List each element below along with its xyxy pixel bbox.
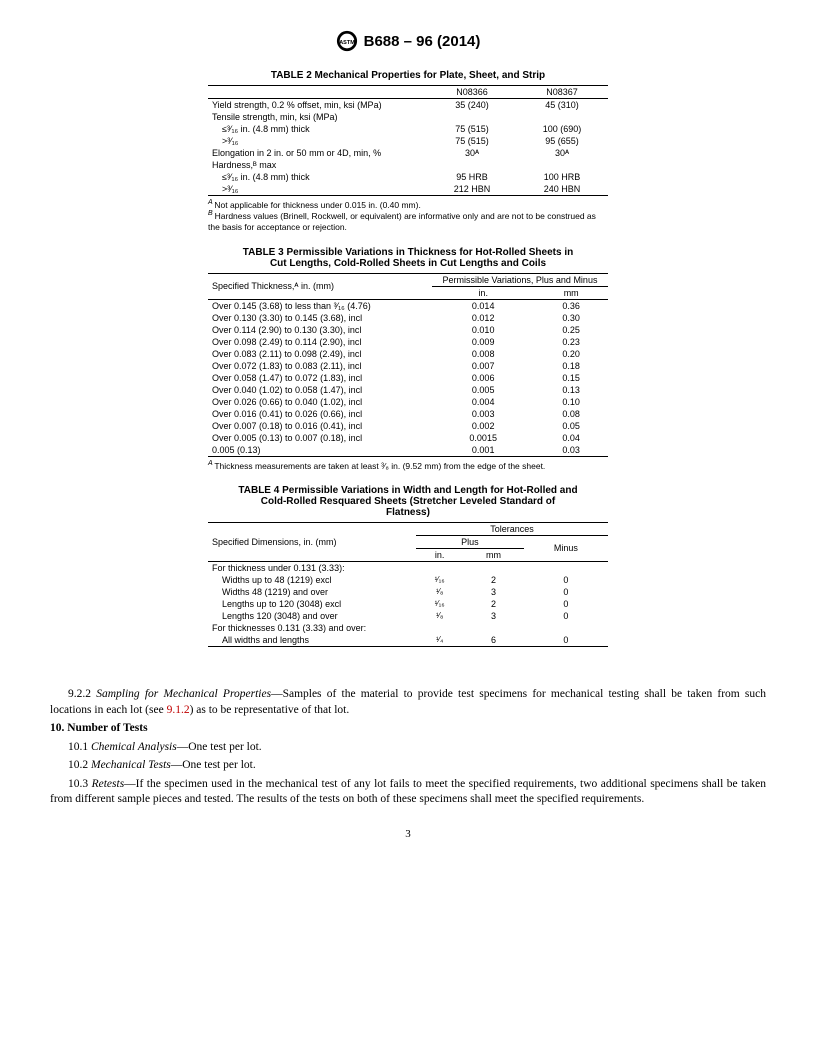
svg-text:ASTM: ASTM: [339, 40, 355, 46]
table-row: Over 0.058 (1.47) to 0.072 (1.83), incl0…: [208, 372, 608, 384]
table-row: Over 0.145 (3.68) to less than ³⁄₁₆ (4.7…: [208, 299, 608, 312]
table-row: >³⁄₁₆75 (515)95 (655): [208, 135, 608, 147]
table3-title: TABLE 3 Permissible Variations in Thickn…: [238, 247, 578, 269]
table2-footnotes: A Not applicable for thickness under 0.0…: [208, 199, 608, 233]
table-row: Over 0.016 (0.41) to 0.026 (0.66), incl0…: [208, 408, 608, 420]
table-row: Tensile strength, min, ksi (MPa): [208, 111, 608, 123]
designation: B688 – 96 (2014): [364, 33, 481, 50]
table-row: Widths up to 48 (1219) excl¹⁄₁₆20: [208, 574, 608, 586]
table2-col1: N08366: [428, 86, 516, 99]
table-row: Over 0.026 (0.66) to 0.040 (1.02), incl0…: [208, 396, 608, 408]
section-10-heading: 10. Number of Tests: [50, 721, 766, 737]
table2-col2: N08367: [516, 86, 608, 99]
table-row: Elongation in 2 in. or 50 mm or 4D, min,…: [208, 147, 608, 159]
table-row: For thicknesses 0.131 (3.33) and over:: [208, 622, 608, 634]
table-row: For thickness under 0.131 (3.33):: [208, 561, 608, 574]
table2-title: TABLE 2 Mechanical Properties for Plate,…: [50, 70, 766, 81]
table-row: All widths and lengths¹⁄₄60: [208, 634, 608, 647]
table-row: Over 0.072 (1.83) to 0.083 (2.11), incl0…: [208, 360, 608, 372]
table-row: Over 0.007 (0.18) to 0.016 (0.41), incl0…: [208, 420, 608, 432]
table-row: Lengths 120 (3048) and over¹⁄₈30: [208, 610, 608, 622]
body-text: 9.2.2 Sampling for Mechanical Properties…: [50, 687, 766, 808]
table-row: Over 0.130 (3.30) to 0.145 (3.68), incl0…: [208, 312, 608, 324]
table-row: Over 0.040 (1.02) to 0.058 (1.47), incl0…: [208, 384, 608, 396]
astm-logo-icon: ASTM: [336, 30, 358, 52]
table-row: Lengths up to 120 (3048) excl¹⁄₁₆20: [208, 598, 608, 610]
table-row: 0.005 (0.13)0.0010.03: [208, 444, 608, 457]
page-number: 3: [50, 828, 766, 840]
document-header: ASTM B688 – 96 (2014): [50, 30, 766, 55]
table4-title: TABLE 4 Permissible Variations in Width …: [238, 485, 578, 518]
table-row: >³⁄₁₆212 HBN240 HBN: [208, 183, 608, 196]
table-row: ≤³⁄₁₆ in. (4.8 mm) thick95 HRB100 HRB: [208, 171, 608, 183]
table-row: Over 0.114 (2.90) to 0.130 (3.30), incl0…: [208, 324, 608, 336]
table-row: Widths 48 (1219) and over¹⁄₈30: [208, 586, 608, 598]
table-row: Over 0.083 (2.11) to 0.098 (2.49), incl0…: [208, 348, 608, 360]
table2: N08366 N08367 Yield strength, 0.2 % offs…: [208, 85, 608, 196]
table3-footnotes: A Thickness measurements are taken at le…: [208, 460, 608, 471]
table-row: Over 0.005 (0.13) to 0.007 (0.18), incl0…: [208, 432, 608, 444]
table-row: ≤³⁄₁₆ in. (4.8 mm) thick75 (515)100 (690…: [208, 123, 608, 135]
table-row: Hardness,ᴮ max: [208, 159, 608, 171]
table-row: Over 0.098 (2.49) to 0.114 (2.90), incl0…: [208, 336, 608, 348]
cross-ref-link[interactable]: 9.1.2: [167, 704, 190, 716]
table-row: Yield strength, 0.2 % offset, min, ksi (…: [208, 99, 608, 112]
table4: Specified Dimensions, in. (mm) Tolerance…: [208, 522, 608, 647]
table3: Specified Thickness,ᴬ in. (mm) Permissib…: [208, 273, 608, 457]
